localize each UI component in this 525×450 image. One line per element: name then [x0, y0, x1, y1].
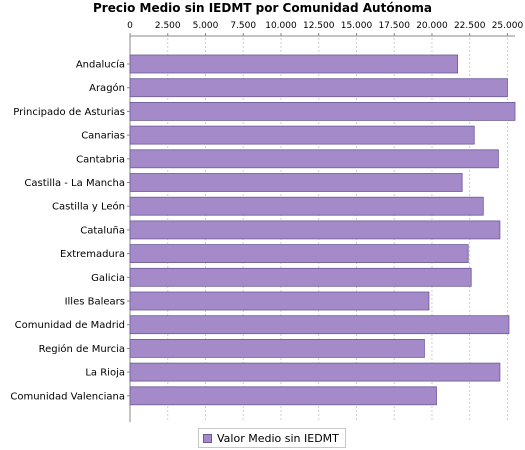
category-label: Comunidad de Madrid [15, 320, 125, 331]
category-label: Región de Murcia [39, 343, 125, 355]
category-label: Comunidad Valenciana [10, 391, 125, 402]
bar [129, 149, 499, 169]
bar [129, 125, 475, 145]
category-label: Canarias [81, 131, 125, 142]
category-label: Illes Balears [65, 297, 125, 308]
bar [129, 291, 430, 311]
bar [129, 267, 472, 287]
bar [129, 315, 510, 335]
x-tick-label: 20.000 [416, 21, 448, 31]
bar [129, 362, 501, 382]
bar [129, 54, 459, 74]
category-label: Castilla - La Mancha [24, 178, 125, 189]
x-tick-label: 12.500 [303, 21, 335, 31]
x-tick-label: 0 [127, 21, 133, 31]
bar [129, 173, 463, 192]
x-tick-label: 10.000 [265, 21, 297, 31]
category-label: Andalucía [76, 59, 125, 71]
legend: Valor Medio sin IEDMT [198, 428, 346, 448]
legend-swatch [203, 433, 212, 443]
bar [129, 102, 516, 121]
bar [129, 196, 484, 216]
category-label: La Rioja [85, 368, 125, 379]
x-tick-label: 5.000 [193, 21, 219, 31]
category-label: Cantabria [76, 154, 125, 165]
category-label: Extremadura [60, 249, 125, 260]
bar [129, 220, 501, 240]
bar [129, 78, 508, 98]
x-tick-label: 22.500 [454, 21, 486, 31]
bar [129, 338, 425, 358]
chart-title: Precio Medio sin IEDMT por Comunidad Aut… [93, 1, 432, 15]
x-tick-label: 7.500 [230, 21, 256, 31]
category-label: Cataluña [80, 225, 125, 236]
category-label: Aragón [89, 82, 125, 94]
bar [129, 244, 469, 264]
x-tick-label: 2.500 [155, 21, 181, 31]
category-label: Castilla y León [52, 201, 125, 213]
category-label: Galicia [91, 273, 125, 284]
legend-label: Valor Medio sin IEDMT [217, 431, 339, 445]
bar [129, 386, 437, 406]
category-label: Principado de Asturias [13, 107, 125, 118]
x-tick-label: 25.000 [492, 21, 524, 31]
x-tick-label: 15.000 [341, 21, 373, 31]
x-tick-label: 17.500 [378, 21, 410, 31]
